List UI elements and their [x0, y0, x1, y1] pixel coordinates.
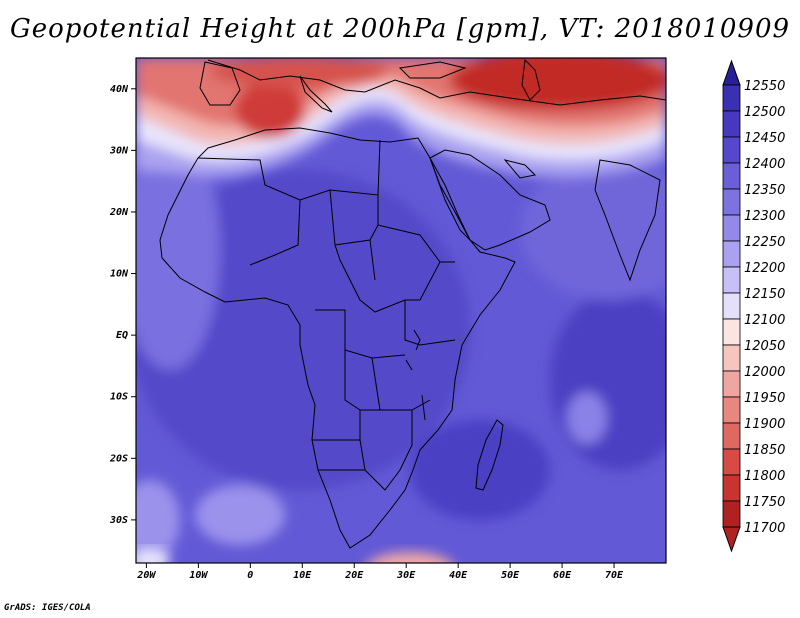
- colorbar-label: 12550: [744, 79, 785, 94]
- italy: [299, 75, 333, 113]
- colorbar-swatch: [722, 422, 741, 450]
- lon-label: 40E: [449, 570, 468, 581]
- colorbar-label: 12050: [744, 339, 785, 354]
- colorbar-label: 12400: [744, 157, 785, 172]
- iberia: [199, 61, 241, 106]
- arabia: [429, 149, 551, 251]
- field-low-east: [550, 290, 666, 470]
- lat-label: EQ: [116, 330, 128, 341]
- red-sea: [429, 157, 471, 241]
- lon-label: 20W: [136, 570, 156, 581]
- colorbar-label: 12200: [744, 261, 785, 276]
- field-south-light: [195, 485, 285, 545]
- map-frame: [135, 57, 667, 564]
- colorbar-swatch: [722, 84, 741, 112]
- colorbar-swatch: [722, 500, 741, 528]
- colorbar-swatch: [722, 110, 741, 138]
- field-south-red: [368, 552, 452, 563]
- colorbar-swatch: [722, 396, 741, 424]
- field-red-core-east: [450, 58, 666, 110]
- height-field: [136, 58, 666, 563]
- lon-label: 0: [247, 570, 253, 581]
- colorbar-swatch: [722, 136, 741, 164]
- field-south-white: [136, 548, 170, 563]
- footer-credit: GrADS: IGES/COLA: [4, 603, 91, 613]
- lat-label: 30N: [109, 145, 129, 156]
- colorbar-label: 12150: [744, 287, 785, 302]
- caspian: [521, 58, 541, 101]
- colorbar-swatch: [722, 266, 741, 294]
- colorbar-top-arrow: [722, 59, 741, 86]
- colorbar-label: 11700: [744, 521, 785, 536]
- lon-label: 10W: [189, 570, 208, 581]
- colorbar-swatch: [722, 474, 741, 502]
- madagascar: [475, 419, 504, 491]
- field-red-core-west: [235, 82, 305, 138]
- colorbar-label: 12300: [744, 209, 785, 224]
- colorbar-label: 12000: [744, 365, 785, 380]
- field-sw-light: [136, 480, 180, 560]
- india: [594, 159, 661, 282]
- coastlines: [159, 58, 666, 549]
- colorbar-swatch: [722, 188, 741, 216]
- field-east-patch: [567, 392, 607, 444]
- colorbar-swatch: [722, 292, 741, 320]
- africa-coastline: [159, 127, 516, 549]
- field-low-south: [410, 420, 550, 520]
- lat-label: 20N: [109, 207, 129, 218]
- lat-label: 10N: [110, 269, 129, 280]
- persian-gulf: [503, 159, 537, 179]
- lon-label: 50E: [501, 570, 520, 581]
- black-sea: [398, 61, 467, 79]
- lat-label: 20S: [109, 453, 128, 464]
- latitude-axis: 40N 30N 20N 10N EQ 10S 20S 30S: [109, 84, 136, 526]
- colorbar-label: 12250: [744, 235, 785, 250]
- lon-label: 60E: [553, 570, 572, 581]
- colorbar-swatch: [722, 318, 741, 346]
- colorbar-label: 12450: [744, 131, 785, 146]
- lat-label: 30S: [109, 515, 128, 526]
- lat-label: 10S: [110, 392, 128, 403]
- colorbar-swatch: [722, 448, 741, 476]
- colorbar-label: 12100: [744, 313, 785, 328]
- lat-label: 40N: [110, 84, 129, 95]
- lon-label: 20E: [344, 570, 364, 581]
- lakes: [405, 329, 426, 421]
- colorbar-label: 11750: [744, 495, 785, 510]
- colorbar-label: 12500: [744, 105, 785, 120]
- colorbar-label: 11900: [744, 417, 785, 432]
- europe: [207, 59, 666, 106]
- borders: [197, 139, 456, 491]
- colorbar: 12550 12500 12450 12400 12350 12300 12250 12200…: [722, 59, 785, 553]
- field-west-light: [136, 130, 220, 370]
- field-ne-light: [520, 160, 666, 300]
- lon-label: 30E: [396, 570, 416, 581]
- colorbar-swatch: [722, 370, 741, 398]
- lon-label: 10E: [293, 570, 312, 581]
- colorbar-swatch: [722, 240, 741, 268]
- field-red-top: [210, 58, 390, 88]
- colorbar-swatch: [722, 344, 741, 372]
- longitude-axis: 20W 10W 0 10E 20E 30E 40E 50E 60E 70E: [136, 563, 624, 581]
- chart-title: Geopotential Height at 200hPa [gpm], VT:…: [9, 14, 791, 44]
- colorbar-label: 12350: [744, 183, 785, 198]
- colorbar-label: 11950: [744, 391, 785, 406]
- colorbar-swatch: [722, 214, 741, 242]
- colorbar-bottom-arrow: [722, 526, 741, 553]
- colorbar-label: 11850: [744, 443, 785, 458]
- colorbar-label: 11800: [744, 469, 785, 484]
- colorbar-swatch: [722, 162, 741, 190]
- lon-label: 70E: [605, 570, 624, 581]
